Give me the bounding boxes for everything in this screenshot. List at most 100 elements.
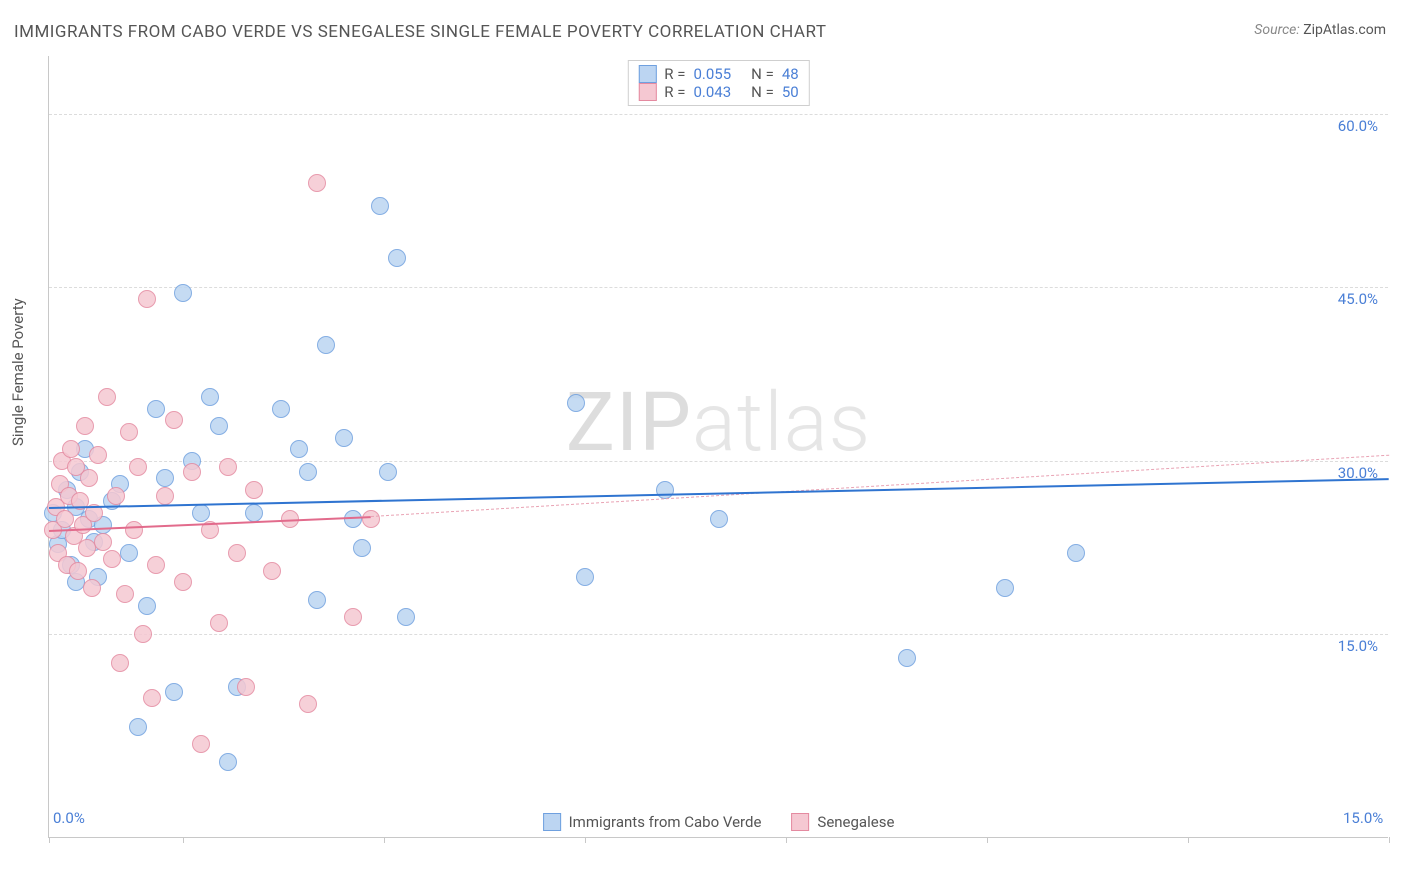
legend-n-value: 50 — [782, 83, 799, 101]
y-axis-label: Single Female Poverty — [9, 298, 27, 446]
data-point — [228, 544, 246, 562]
data-point — [83, 579, 101, 597]
y-tick-label: 15.0% — [1338, 637, 1378, 655]
x-tick-label: 0.0% — [53, 809, 85, 827]
x-tick — [585, 837, 586, 843]
x-tick — [1188, 837, 1189, 843]
data-point — [344, 608, 362, 626]
data-point — [192, 504, 210, 522]
x-tick-label: 15.0% — [1343, 809, 1383, 827]
chart-title: IMMIGRANTS FROM CABO VERDE VS SENEGALESE… — [14, 22, 826, 42]
data-point — [219, 753, 237, 771]
data-point — [89, 446, 107, 464]
legend-r-value: 0.043 — [693, 83, 731, 101]
legend-label: Immigrants from Cabo Verde — [569, 813, 762, 831]
y-tick-label: 60.0% — [1338, 117, 1378, 135]
gridline — [49, 634, 1388, 635]
data-point — [710, 510, 728, 528]
data-point — [138, 597, 156, 615]
data-point — [156, 487, 174, 505]
data-point — [80, 469, 98, 487]
data-point — [62, 440, 80, 458]
x-tick — [49, 837, 50, 843]
data-point — [111, 654, 129, 672]
data-point — [898, 649, 916, 667]
data-point — [210, 417, 228, 435]
legend-row: R = 0.055 N = 48 — [638, 65, 798, 83]
legend-n-value: 48 — [782, 65, 799, 83]
data-point — [76, 417, 94, 435]
legend-r-label: R = — [664, 65, 685, 83]
data-point — [147, 400, 165, 418]
legend-item: Immigrants from Cabo Verde — [543, 813, 762, 831]
data-point — [143, 689, 161, 707]
data-point — [388, 249, 406, 267]
legend-r-value: 0.055 — [693, 65, 731, 83]
data-point — [120, 544, 138, 562]
x-tick — [786, 837, 787, 843]
data-point — [576, 568, 594, 586]
data-point — [120, 423, 138, 441]
data-point — [308, 174, 326, 192]
data-point — [335, 429, 353, 447]
scatter-plot: ZIPatlas R = 0.055N = 48R = 0.043N = 50 … — [48, 56, 1388, 838]
data-point — [174, 284, 192, 302]
source-value: ZipAtlas.com — [1303, 22, 1386, 38]
x-tick — [987, 837, 988, 843]
data-point — [656, 481, 674, 499]
x-tick — [384, 837, 385, 843]
data-point — [245, 481, 263, 499]
data-point — [183, 463, 201, 481]
data-point — [165, 411, 183, 429]
data-point — [317, 336, 335, 354]
data-point — [237, 678, 255, 696]
data-point — [103, 550, 121, 568]
data-point — [219, 458, 237, 476]
data-point — [245, 504, 263, 522]
legend-swatch — [543, 813, 561, 831]
data-point — [371, 197, 389, 215]
data-point — [156, 469, 174, 487]
data-point — [210, 614, 228, 632]
legend-swatch — [791, 813, 809, 831]
data-point — [174, 573, 192, 591]
data-point — [397, 608, 415, 626]
x-tick — [1389, 837, 1390, 843]
data-point — [379, 463, 397, 481]
data-point — [290, 440, 308, 458]
legend-label: Senegalese — [817, 813, 894, 831]
gridline — [49, 114, 1388, 115]
source-attribution: Source: ZipAtlas.com — [1254, 22, 1386, 38]
data-point — [129, 458, 147, 476]
legend-item: Senegalese — [791, 813, 894, 831]
legend-swatch — [638, 83, 656, 101]
data-point — [567, 394, 585, 412]
data-point — [129, 718, 147, 736]
data-point — [94, 533, 112, 551]
source-label: Source: — [1254, 22, 1299, 38]
legend-series: Immigrants from Cabo Verde Senegalese — [543, 813, 895, 831]
gridline — [49, 287, 1388, 288]
data-point — [1067, 544, 1085, 562]
data-point — [134, 625, 152, 643]
data-point — [308, 591, 326, 609]
gridline — [49, 461, 1388, 462]
trend-line — [371, 455, 1389, 517]
data-point — [362, 510, 380, 528]
data-point — [138, 290, 156, 308]
data-point — [125, 521, 143, 539]
data-point — [263, 562, 281, 580]
data-point — [353, 539, 371, 557]
data-point — [69, 562, 87, 580]
data-point — [98, 388, 116, 406]
data-point — [272, 400, 290, 418]
data-point — [299, 695, 317, 713]
data-point — [201, 388, 219, 406]
data-point — [996, 579, 1014, 597]
legend-n-label: N = — [751, 65, 774, 83]
legend-r-label: R = — [664, 83, 685, 101]
data-point — [192, 735, 210, 753]
y-tick-label: 45.0% — [1338, 290, 1378, 308]
x-tick — [183, 837, 184, 843]
data-point — [56, 510, 74, 528]
